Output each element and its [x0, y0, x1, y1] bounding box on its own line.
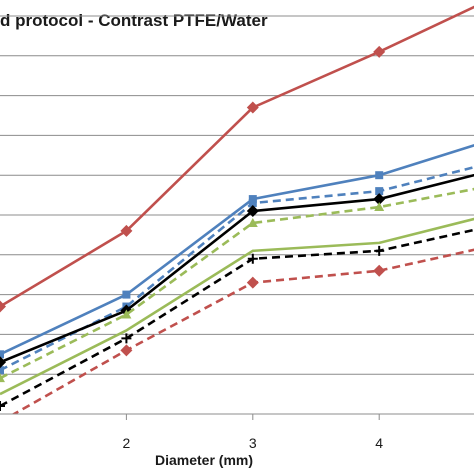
x-axis-label: Diameter (mm) — [155, 452, 253, 468]
x-tick-label: 2 — [123, 435, 131, 451]
data-point — [120, 224, 133, 237]
data-point — [246, 101, 259, 114]
data-point — [121, 333, 132, 344]
data-point — [373, 45, 386, 58]
data-point — [375, 187, 384, 196]
data-point — [374, 202, 385, 212]
series — [0, 187, 474, 383]
data-point — [120, 344, 133, 357]
data-point — [0, 366, 4, 375]
data-point — [0, 356, 6, 369]
data-point — [375, 171, 384, 180]
data-point — [0, 350, 4, 359]
series — [0, 173, 474, 369]
data-point — [246, 276, 259, 289]
data-point — [246, 205, 259, 218]
data-point — [374, 245, 385, 256]
data-point — [373, 264, 386, 277]
data-point — [0, 373, 5, 383]
data-point — [373, 193, 386, 206]
series-layer — [0, 5, 474, 428]
series — [0, 5, 474, 313]
series-line — [0, 228, 474, 408]
series-line — [0, 217, 474, 396]
data-point — [247, 253, 258, 264]
data-point — [121, 309, 132, 319]
series — [0, 248, 474, 428]
data-point — [0, 416, 6, 428]
series — [0, 228, 474, 412]
data-point — [122, 290, 131, 299]
x-tick-label: 3 — [249, 435, 257, 451]
series-line — [0, 187, 474, 380]
chart-title: d protocol - Contrast PTFE/Water — [0, 11, 268, 30]
data-point — [248, 199, 257, 208]
data-point — [0, 300, 6, 313]
series — [0, 217, 474, 396]
gridlines — [0, 15, 474, 375]
x-tick-label: 4 — [375, 435, 383, 451]
x-tick-labels: 2 3 4 — [123, 414, 383, 451]
data-point — [247, 217, 258, 227]
data-point — [0, 401, 5, 412]
